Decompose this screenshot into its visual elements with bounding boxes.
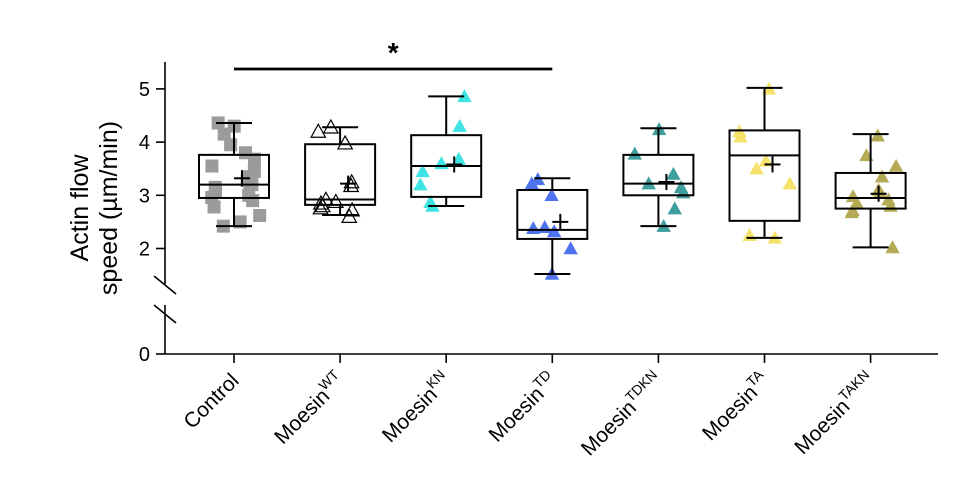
data-point [742,228,757,241]
box-groups [198,81,907,280]
category-name: Moesin [577,396,641,460]
group-MoesinKN [410,89,483,212]
x-label-Control: Control [179,369,243,433]
y-tick-label: 2 [139,239,150,261]
data-point [452,118,467,132]
y-axis-title-group: Actin flow speed (µm/min) [66,121,123,295]
data-point [845,189,861,203]
category-name: Moesin [484,382,548,446]
significance-bracket: * [234,37,553,71]
y-axis-title: Actin flow speed (µm/min) [66,121,123,295]
y-axis-title-line: Actin flow [66,154,94,262]
category-superscript: TDKN [622,366,660,404]
category-label: MoesinKN [375,366,456,447]
data-point [233,215,247,229]
data-point [415,164,430,178]
data-point [544,188,559,202]
y-tick-label: 4 [139,132,150,154]
y-tick-label: 3 [139,185,150,207]
data-point [888,158,904,172]
data-point [749,161,764,175]
axis-break-mark [153,275,177,295]
x-label-MoesinTA: MoesinTA [695,366,774,445]
significance-star: * [388,37,399,68]
data-point [627,146,642,160]
data-point [208,180,222,194]
data-point [413,177,428,191]
data-point [758,153,774,167]
box [198,153,270,199]
x-label-MoesinTAKN: MoesinTAKN [787,366,880,459]
data-point [457,89,472,103]
y-tick-label: 0 [139,344,150,366]
data-point [434,156,449,170]
data-point [253,209,267,223]
box [304,143,377,206]
category-label: Control [179,369,243,433]
category-name: Control [179,369,243,433]
axes: 0 2 3 4 5 [139,62,938,366]
data-point [524,176,539,190]
group-MoesinWT [304,118,377,223]
category-name: Moesin [378,383,442,447]
group-MoesinTAKN [834,128,907,254]
data-point [217,127,231,141]
group-MoesinTD [516,172,589,280]
y-axis-title-line: speed (µm/min) [95,121,123,295]
category-name: Moesin [270,385,334,449]
data-point [537,220,552,233]
data-point [247,164,261,178]
data-point [874,169,890,183]
data-point [666,166,681,180]
x-axis-labels: Control MoesinWTMoesinKNMoesinTDMoesinTDK… [179,366,880,460]
y-tick-label: 5 [139,79,150,101]
box [834,171,907,210]
x-label-MoesinKN: MoesinKN [375,366,456,447]
data-point [782,176,798,190]
category-label: MoesinTDKN [574,366,668,460]
category-name: Moesin [698,381,762,445]
box [516,188,589,240]
data-point [336,134,354,150]
box [622,153,695,197]
axis-break-mark [153,304,177,324]
category-label: MoesinTA [695,366,774,445]
x-label-MoesinWT: MoesinWT [267,366,350,449]
data-point [667,201,682,215]
group-MoesinTA [728,81,801,244]
data-point [563,241,578,255]
data-point [885,240,900,254]
data-point [849,196,865,210]
x-label-MoesinTDKN: MoesinTDKN [574,366,668,460]
data-point [310,123,327,138]
group-MoesinTDKN [622,122,695,232]
data-point [327,193,345,209]
data-point [312,194,330,210]
data-point [238,146,252,160]
category-label: MoesinTD [482,366,562,446]
data-point [312,199,329,215]
data-point [673,180,689,194]
data-point [423,195,438,208]
category-label: MoesinTAKN [787,366,880,459]
data-point [205,159,219,173]
x-label-MoesinTD: MoesinTD [482,366,562,446]
category-superscript: TAKN [835,366,872,403]
category-name: Moesin [790,395,854,459]
category-label: MoesinWT [267,366,350,449]
group-Control [198,116,270,233]
box [728,129,801,222]
